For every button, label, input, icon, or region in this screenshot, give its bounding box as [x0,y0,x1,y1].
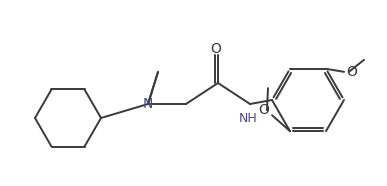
Text: O: O [259,103,269,117]
Text: methoxy: methoxy [268,78,274,79]
Text: NH: NH [239,111,257,124]
Text: O: O [211,42,221,56]
Text: N: N [143,97,153,111]
Text: methyl: methyl [160,65,165,66]
Text: O: O [347,65,358,79]
